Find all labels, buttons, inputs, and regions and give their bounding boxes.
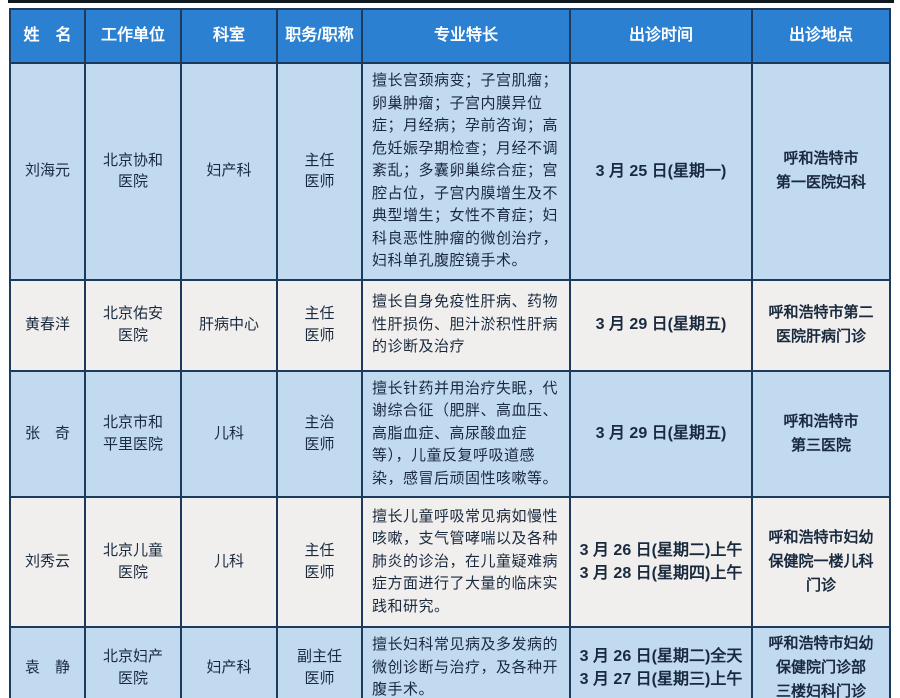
- cell-visit-location: 呼和浩特市第二 医院肝病门诊: [751, 278, 891, 372]
- cell-visit-time: 3 月 25 日(星期一): [569, 62, 753, 281]
- table-row: 黄春洋 北京佑安 医院 肝病中心 主任 医师 擅长自身免疫性肝病、药物性肝损伤、…: [9, 278, 891, 372]
- cell-work-unit: 北京佑安 医院: [84, 278, 182, 372]
- cell-title: 主任 医师: [276, 496, 363, 628]
- cell-visit-location: 呼和浩特市 第三医院: [751, 369, 891, 498]
- cell-visit-location: 呼和浩特市妇幼 保健院门诊部 三楼妇科门诊: [751, 626, 891, 698]
- cell-specialty: 擅长妇科常见病及多发病的微创诊断与治疗，及各种开腹手术。: [361, 626, 571, 698]
- cell-specialty: 擅长自身免疫性肝病、药物性肝损伤、胆汁淤积性肝病的诊断及治疗: [361, 278, 571, 372]
- table-row: 张 奇 北京市和 平里医院 儿科 主治 医师 擅长针药并用治疗失眠，代谢综合征（…: [9, 369, 891, 498]
- cell-doctor-name: 刘秀云: [9, 496, 86, 628]
- cell-visit-location: 呼和浩特市 第一医院妇科: [751, 62, 891, 281]
- cell-doctor-name: 黄春洋: [9, 278, 86, 372]
- table-row: 袁 静 北京妇产 医院 妇产科 副主任 医师 擅长妇科常见病及多发病的微创诊断与…: [9, 626, 891, 698]
- cell-work-unit: 北京儿童 医院: [84, 496, 182, 628]
- cell-specialty: 擅长针药并用治疗失眠，代谢综合征（肥胖、高血压、高脂血症、高尿酸血症等），儿童反…: [361, 369, 571, 498]
- header-work-unit: 工作单位: [84, 8, 182, 64]
- cell-specialty: 擅长儿童呼吸常见病如慢性咳嗽，支气管哮喘以及各种肺炎的诊治，在儿童疑难病症方面进…: [361, 496, 571, 628]
- cell-doctor-name: 张 奇: [9, 369, 86, 498]
- cell-title: 副主任 医师: [276, 626, 363, 698]
- cell-visit-time: 3 月 29 日(星期五): [569, 278, 753, 372]
- cell-specialty: 擅长宫颈病变；子宫肌瘤；卵巢肿瘤；子宫内膜异位症；月经病；孕前咨询；高危妊娠孕期…: [361, 62, 571, 281]
- header-name: 姓 名: [9, 8, 86, 64]
- cell-department: 肝病中心: [180, 278, 278, 372]
- cell-visit-time: 3 月 29 日(星期五): [569, 369, 753, 498]
- cell-department: 儿科: [180, 369, 278, 498]
- header-visit-location: 出诊地点: [751, 8, 891, 64]
- table-row: 刘海元 北京协和 医院 妇产科 主任 医师 擅长宫颈病变；子宫肌瘤；卵巢肿瘤；子…: [9, 62, 891, 281]
- cell-title: 主任 医师: [276, 278, 363, 372]
- cell-title: 主治 医师: [276, 369, 363, 498]
- cell-department: 妇产科: [180, 62, 278, 281]
- cell-department: 儿科: [180, 496, 278, 628]
- cell-work-unit: 北京市和 平里医院: [84, 369, 182, 498]
- cell-visit-time: 3 月 26 日(星期二)上午 3 月 28 日(星期四)上午: [569, 496, 753, 628]
- header-row: 姓 名 工作单位 科室 职务/职称 专业特长 出诊时间 出诊地点: [9, 8, 891, 64]
- header-visit-time: 出诊时间: [569, 8, 753, 64]
- cell-visit-time: 3 月 26 日(星期二)全天 3 月 27 日(星期三)上午: [569, 626, 753, 698]
- cell-department: 妇产科: [180, 626, 278, 698]
- doctor-schedule-table: 姓 名 工作单位 科室 职务/职称 专业特长 出诊时间 出诊地点 刘海元 北京协…: [9, 8, 891, 698]
- cell-work-unit: 北京协和 医院: [84, 62, 182, 281]
- cell-doctor-name: 刘海元: [9, 62, 86, 281]
- cell-doctor-name: 袁 静: [9, 626, 86, 698]
- cell-visit-location: 呼和浩特市妇幼 保健院一楼儿科 门诊: [751, 496, 891, 628]
- header-title: 职务/职称: [276, 8, 363, 64]
- top-divider: [8, 0, 894, 3]
- header-department: 科室: [180, 8, 278, 64]
- table-row: 刘秀云 北京儿童 医院 儿科 主任 医师 擅长儿童呼吸常见病如慢性咳嗽，支气管哮…: [9, 496, 891, 628]
- cell-work-unit: 北京妇产 医院: [84, 626, 182, 698]
- header-specialty: 专业特长: [361, 8, 571, 64]
- cell-title: 主任 医师: [276, 62, 363, 281]
